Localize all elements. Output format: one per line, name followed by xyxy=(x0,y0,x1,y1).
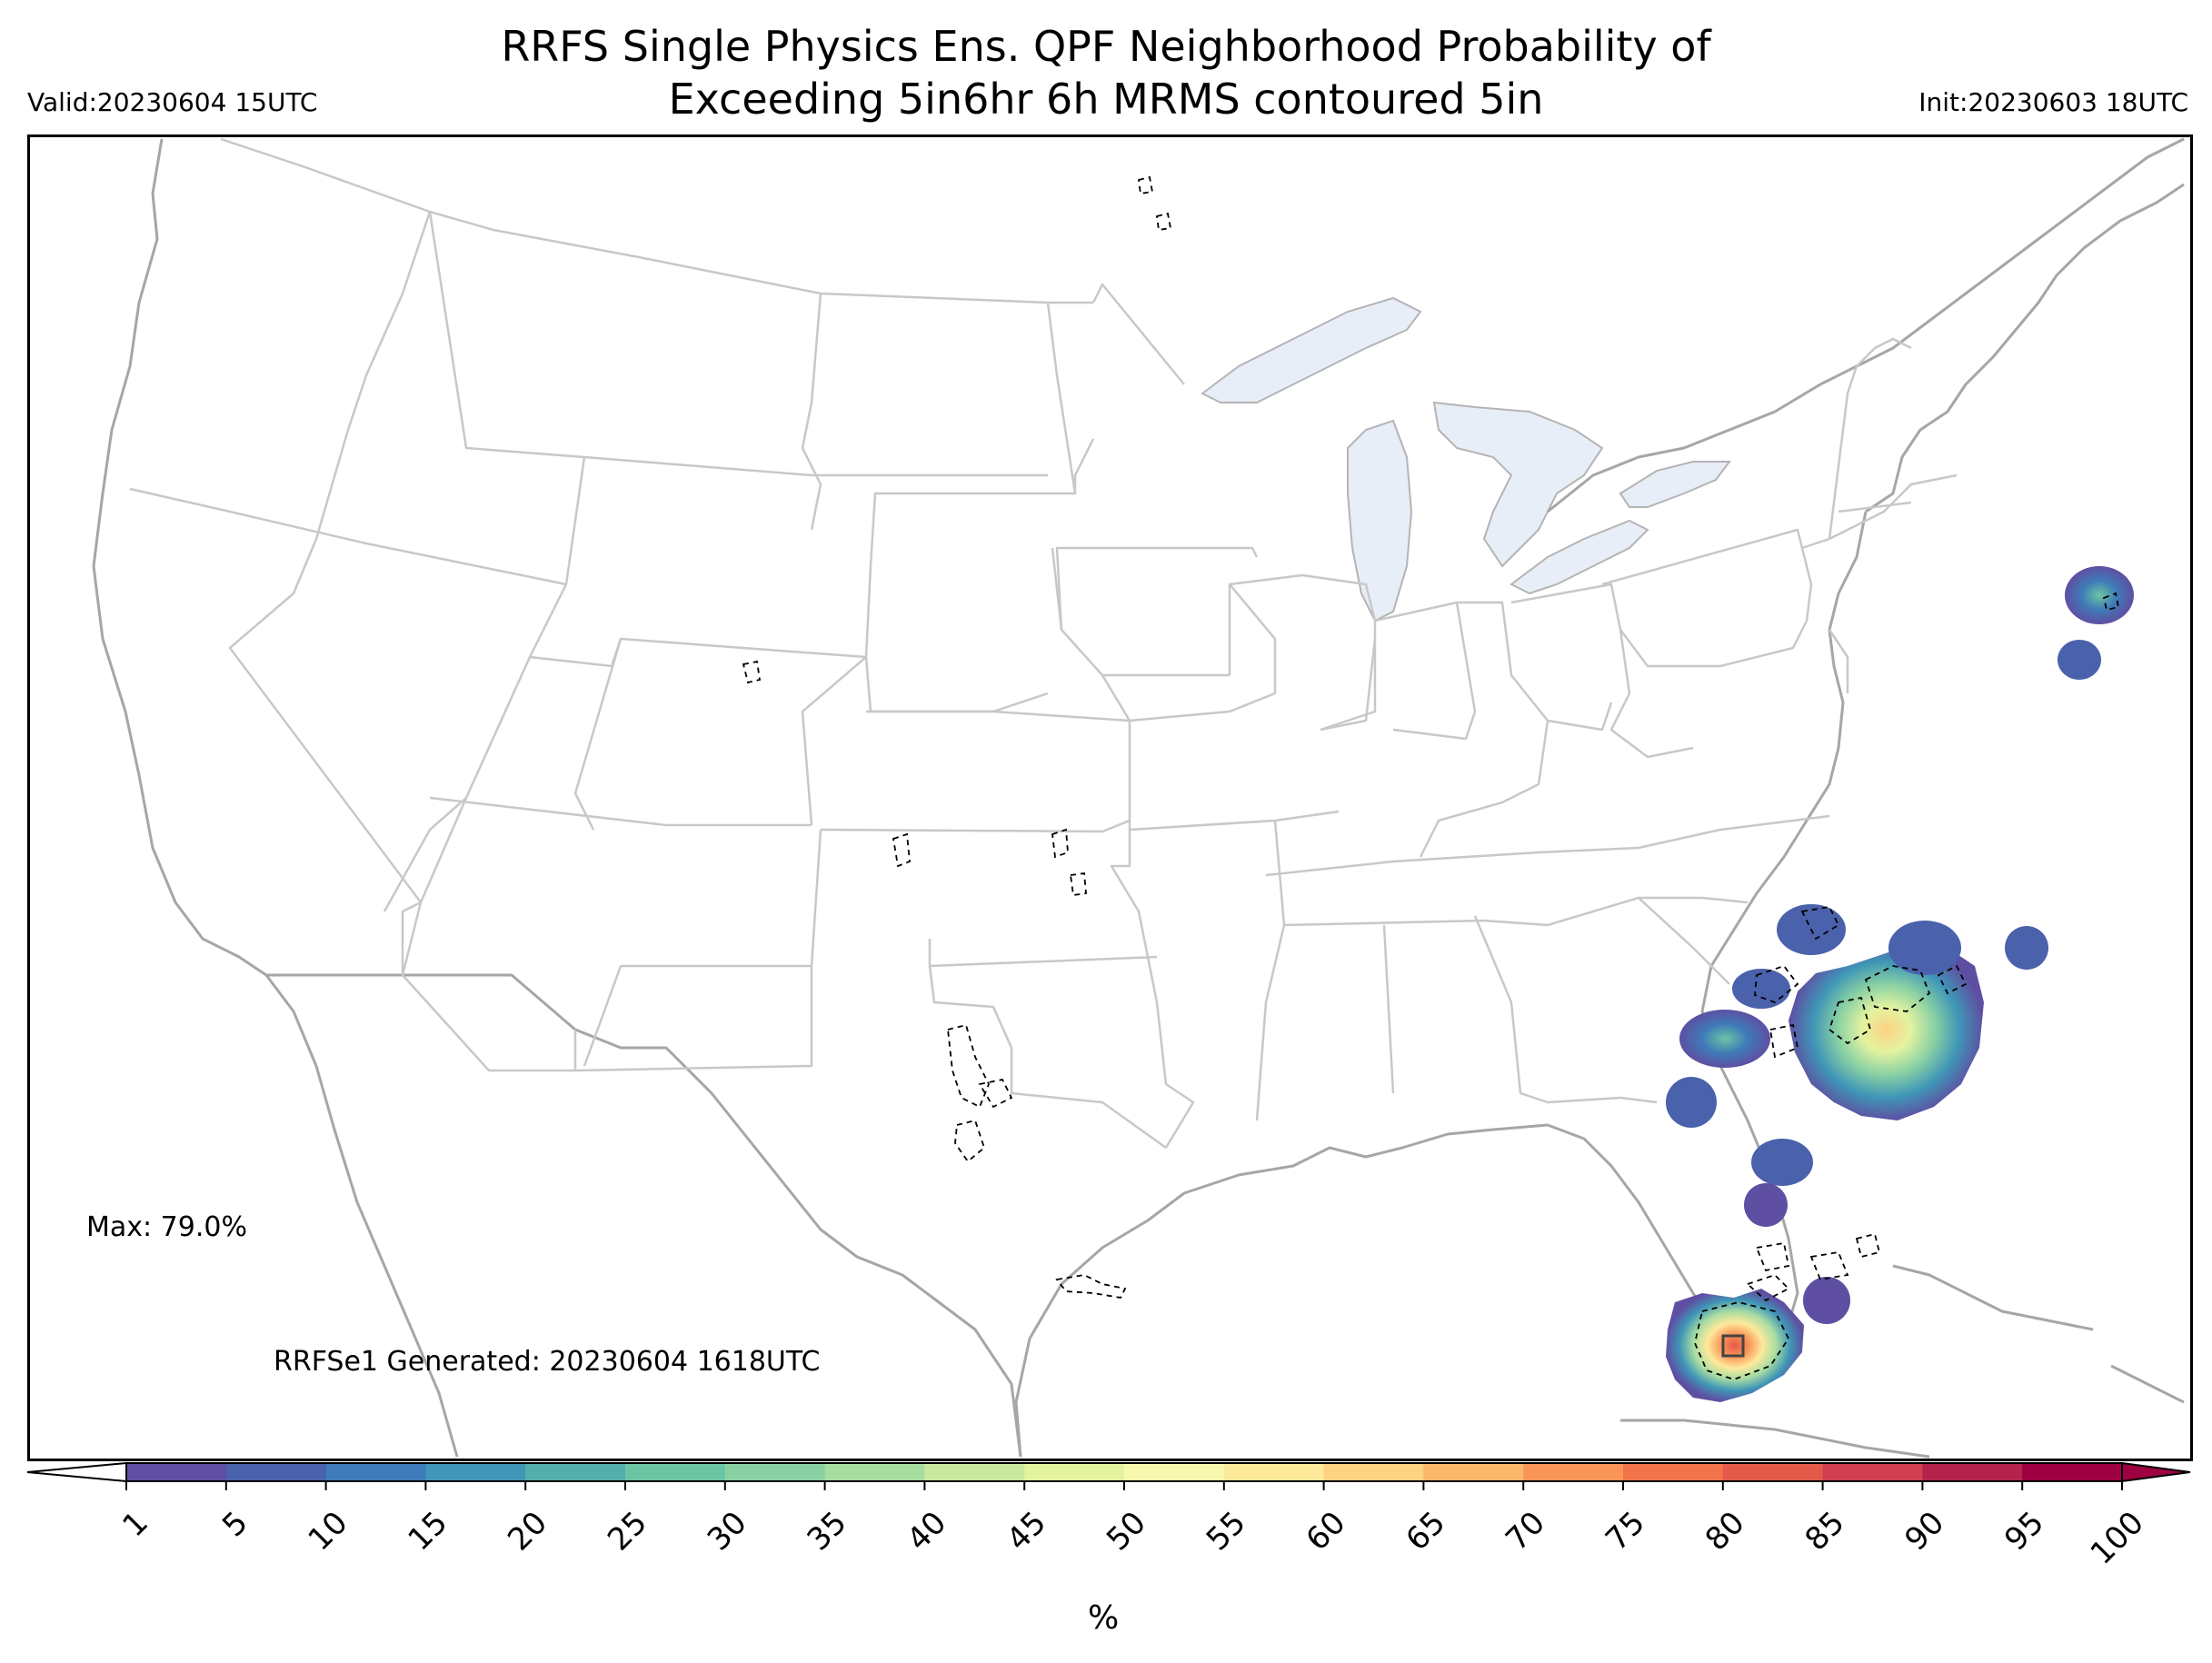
colorbar-tick-label: 15 xyxy=(401,1505,454,1558)
colorbar-tick-label: 30 xyxy=(701,1505,754,1558)
colorbar-tick-label: 70 xyxy=(1499,1505,1552,1558)
colorbar-tick-label: 40 xyxy=(900,1505,953,1558)
colorbar-tick-label: 50 xyxy=(1100,1505,1153,1558)
title-line-2: Exceeding 5in6hr 6h MRMS contoured 5in xyxy=(668,75,1544,124)
prob-blob-fl-east-1 xyxy=(1751,1139,1813,1186)
colorbar-tick-label: 65 xyxy=(1399,1505,1452,1558)
great-lakes xyxy=(1201,296,1731,622)
colorbar-tick-label: 80 xyxy=(1699,1505,1752,1558)
colorbar-segment xyxy=(126,1463,227,1481)
colorbar-tick-label: 95 xyxy=(1998,1505,2051,1558)
colorbar-tick-label: 60 xyxy=(1300,1505,1353,1558)
probability-field xyxy=(1666,566,2134,1402)
max-location-box xyxy=(1721,1334,1745,1358)
colorbar-under-extension xyxy=(26,1461,127,1483)
colorbar-tick-label: 10 xyxy=(302,1505,355,1558)
colorbar-segment xyxy=(325,1463,426,1481)
prob-blob-offshore-2 xyxy=(2005,926,2048,970)
colorbar-segment xyxy=(1223,1463,1325,1481)
state-borders xyxy=(129,137,1958,1150)
colorbar-segment xyxy=(724,1463,826,1481)
prob-blob-bahamas xyxy=(1803,1277,1850,1324)
colorbar-segment xyxy=(1323,1463,1424,1481)
prob-blob-sc-west xyxy=(1679,1010,1770,1068)
colorbar-segment xyxy=(924,1463,1025,1481)
colorbar-unit-label: % xyxy=(1088,1599,1120,1637)
colorbar-segment xyxy=(525,1463,626,1481)
colorbar-tick-label: 55 xyxy=(1200,1505,1253,1558)
probability-map xyxy=(92,137,2185,1459)
colorbar-tick-label: 75 xyxy=(1599,1505,1652,1558)
prob-blob-ga-coast xyxy=(1666,1077,1717,1128)
colorbar-tick-label: 5 xyxy=(215,1505,255,1545)
valid-time-label: Valid:20230604 15UTC xyxy=(27,87,318,117)
colorbar-segment xyxy=(1722,1463,1824,1481)
chart-title: RRFS Single Physics Ens. QPF Neighborhoo… xyxy=(0,20,2212,125)
colorbar-segment xyxy=(1423,1463,1524,1481)
colorbar-tick-label: 35 xyxy=(801,1505,854,1558)
colorbar-tick-label: 45 xyxy=(1000,1505,1053,1558)
colorbar-segment xyxy=(225,1463,327,1481)
prob-blob-newengland-1 xyxy=(2065,566,2134,624)
prob-blob-offshore-1 xyxy=(1888,921,1961,975)
generated-label: RRFSe1 Generated: 20230604 1618UTC xyxy=(274,1346,821,1378)
colorbar-segment xyxy=(1822,1463,1923,1481)
coastlines xyxy=(92,137,2185,1459)
colorbar-tick-label: 1 xyxy=(115,1505,155,1545)
prob-blob-carolina xyxy=(1789,939,1984,1120)
colorbar-segment xyxy=(1922,1463,2023,1481)
colorbar: 1 5 10 15 20 25 30 35 40 45 50 55 60 65 70 75 80 85 90 95 10… xyxy=(26,1461,2191,1572)
colorbar-segment xyxy=(425,1463,526,1481)
mrms-contours xyxy=(742,175,2120,1380)
colorbar-over-extension xyxy=(2121,1461,2191,1483)
colorbar-segment xyxy=(1623,1463,1724,1481)
colorbar-segment xyxy=(1124,1463,1225,1481)
max-value-label: Max: 79.0% xyxy=(86,1211,247,1243)
title-line-1: RRFS Single Physics Ens. QPF Neighborhoo… xyxy=(501,22,1711,71)
colorbar-segment xyxy=(824,1463,925,1481)
prob-blob-fl-east-2 xyxy=(1744,1183,1788,1227)
colorbar-segment xyxy=(2022,1463,2123,1481)
init-time-label: Init:20230603 18UTC xyxy=(1918,87,2188,117)
prob-blob-sc-coast xyxy=(1732,969,1790,1009)
colorbar-segment xyxy=(1024,1463,1125,1481)
colorbar-tick-label: 25 xyxy=(601,1505,654,1558)
prob-blob-newengland-2 xyxy=(2058,640,2101,680)
colorbar-segment xyxy=(1523,1463,1624,1481)
colorbar-tick-label: 85 xyxy=(1798,1505,1852,1558)
colorbar-tick-label: 90 xyxy=(1898,1505,1951,1558)
colorbar-tick-label: 100 xyxy=(2084,1505,2151,1572)
colorbar-tick-label: 20 xyxy=(501,1505,554,1558)
colorbar-segment xyxy=(625,1463,726,1481)
map-panel: Max: 79.0% RRFSe1 Generated: 20230604 16… xyxy=(27,134,2193,1461)
